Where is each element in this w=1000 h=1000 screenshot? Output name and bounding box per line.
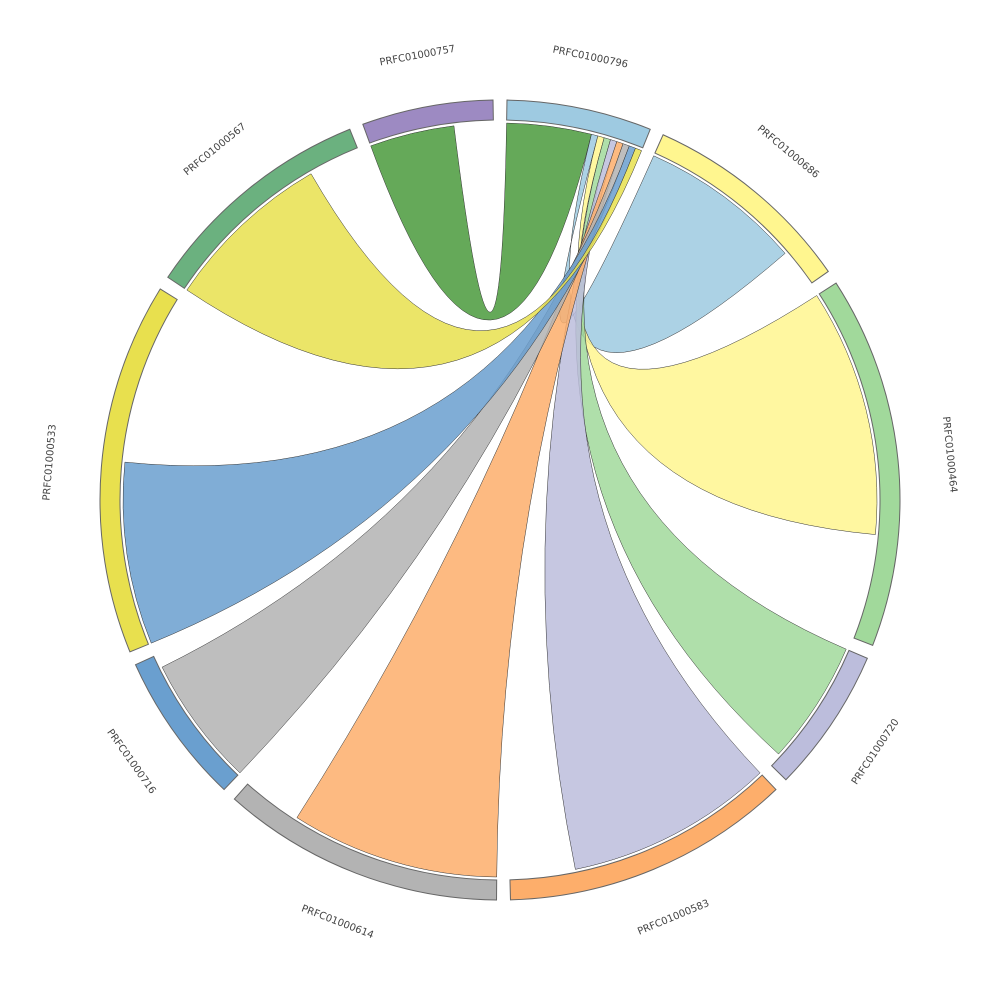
- node-arc: [509, 774, 777, 901]
- node-arc: [134, 655, 239, 791]
- chord: [296, 141, 624, 878]
- node-arc: [233, 783, 498, 901]
- node-arc: [770, 649, 869, 781]
- node-label: PRFC01000614: [300, 903, 375, 941]
- node-label: PRFC01000686: [755, 123, 821, 180]
- node-label: PRFC01000796: [552, 45, 629, 71]
- node-arc: [654, 134, 829, 284]
- node-label: PRFC01000533: [41, 424, 58, 501]
- chord: [544, 139, 761, 870]
- node-arc: [99, 288, 178, 653]
- chords: [122, 122, 878, 878]
- node-label: PRFC01000720: [850, 717, 902, 787]
- node-arc: [818, 282, 901, 647]
- node-arc: [506, 99, 651, 149]
- node-label: PRFC01000567: [182, 121, 248, 178]
- node-label: PRFC01000464: [940, 416, 959, 493]
- chord: [186, 147, 642, 370]
- node-label: PRFC01000583: [636, 898, 711, 938]
- node-arc: [167, 128, 358, 290]
- node-label: PRFC01000716: [104, 727, 157, 796]
- chord: [122, 145, 636, 644]
- node-arc: [362, 99, 494, 144]
- chord: [370, 122, 592, 321]
- node-label: PRFC01000757: [379, 44, 456, 69]
